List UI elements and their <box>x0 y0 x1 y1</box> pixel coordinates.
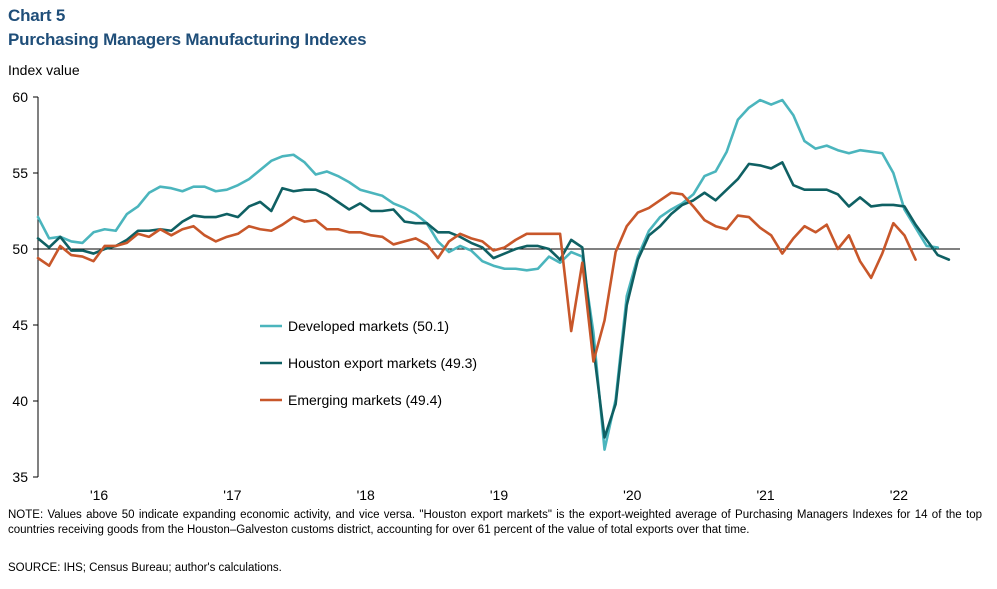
x-tick-label: '19 <box>490 487 508 503</box>
x-tick-label: '18 <box>357 487 375 503</box>
series-line-developed-markets <box>38 100 938 450</box>
y-tick-label: 40 <box>12 393 28 409</box>
y-tick-label: 60 <box>12 89 28 105</box>
y-tick-label: 35 <box>12 469 28 485</box>
y-tick-label: 45 <box>12 317 28 333</box>
y-tick-label: 50 <box>12 241 28 257</box>
chart-note: NOTE: Values above 50 indicate expanding… <box>8 508 982 538</box>
y-tick-label: 55 <box>12 165 28 181</box>
series-line-houston-export-markets <box>38 162 949 437</box>
legend-label: Developed markets (50.1) <box>288 318 449 334</box>
x-tick-label: '16 <box>90 487 108 503</box>
legend-label: Houston export markets (49.3) <box>288 355 477 371</box>
x-tick-label: '20 <box>623 487 641 503</box>
x-tick-label: '17 <box>223 487 241 503</box>
series-line-emerging-markets <box>38 193 916 362</box>
x-tick-label: '21 <box>756 487 774 503</box>
line-chart: 35 40 45 50 55 60 '16 '17 '18 '19 '20 '21 '22 Develo… <box>0 0 997 510</box>
x-tick-label: '22 <box>890 487 908 503</box>
legend-label: Emerging markets (49.4) <box>288 392 442 408</box>
chart-source: SOURCE: IHS; Census Bureau; author's cal… <box>8 562 282 574</box>
